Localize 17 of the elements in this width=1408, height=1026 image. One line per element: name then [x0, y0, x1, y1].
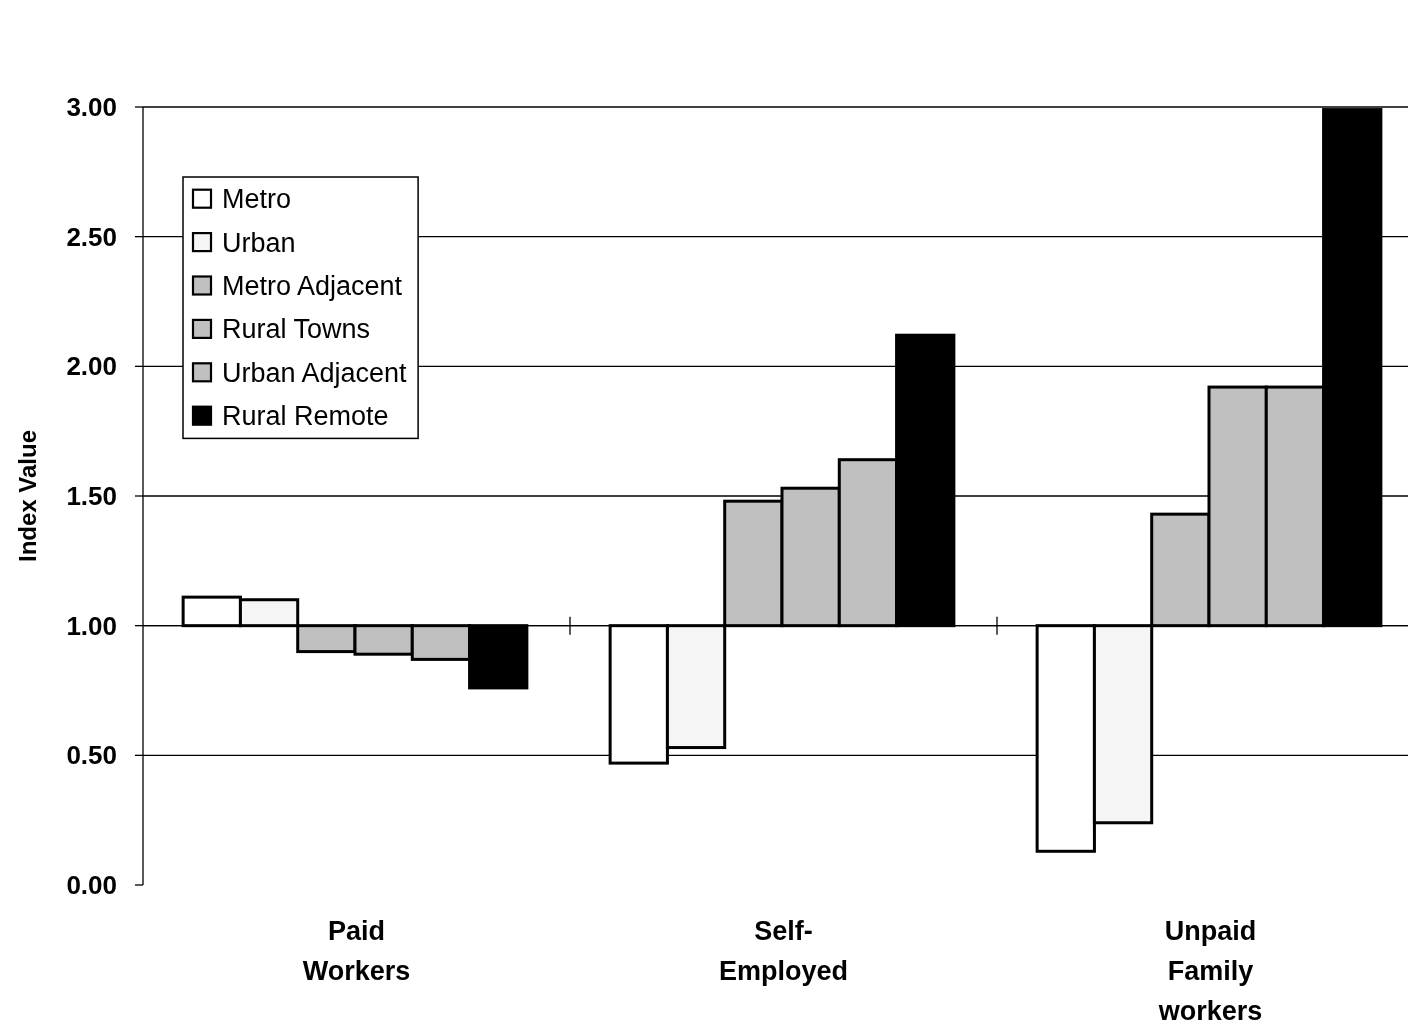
y-tick-label: 2.00 [66, 351, 117, 382]
y-tick-label: 1.00 [66, 610, 117, 641]
legend-label: Metro [222, 184, 292, 215]
y-tick-label: 0.00 [66, 870, 117, 901]
legend-label: Urban Adjacent [222, 357, 408, 388]
legend-label: Metro Adjacent [222, 270, 403, 301]
legend-label: Urban [222, 227, 296, 258]
legend-label: Rural Towns [222, 314, 371, 345]
y-tick-label: 2.50 [66, 221, 117, 252]
x-tick-label: Self-Employed [718, 916, 849, 987]
legend-label: Rural Remote [222, 401, 389, 432]
y-tick-label: 0.50 [66, 740, 117, 771]
y-axis-title: Index Value [14, 429, 42, 563]
x-tick-label: Unpaid Family workers [1157, 916, 1263, 1026]
x-tick-label: Paid Workers [302, 916, 411, 987]
y-tick-label: 1.50 [66, 481, 117, 512]
y-tick-label: 3.00 [66, 92, 117, 123]
